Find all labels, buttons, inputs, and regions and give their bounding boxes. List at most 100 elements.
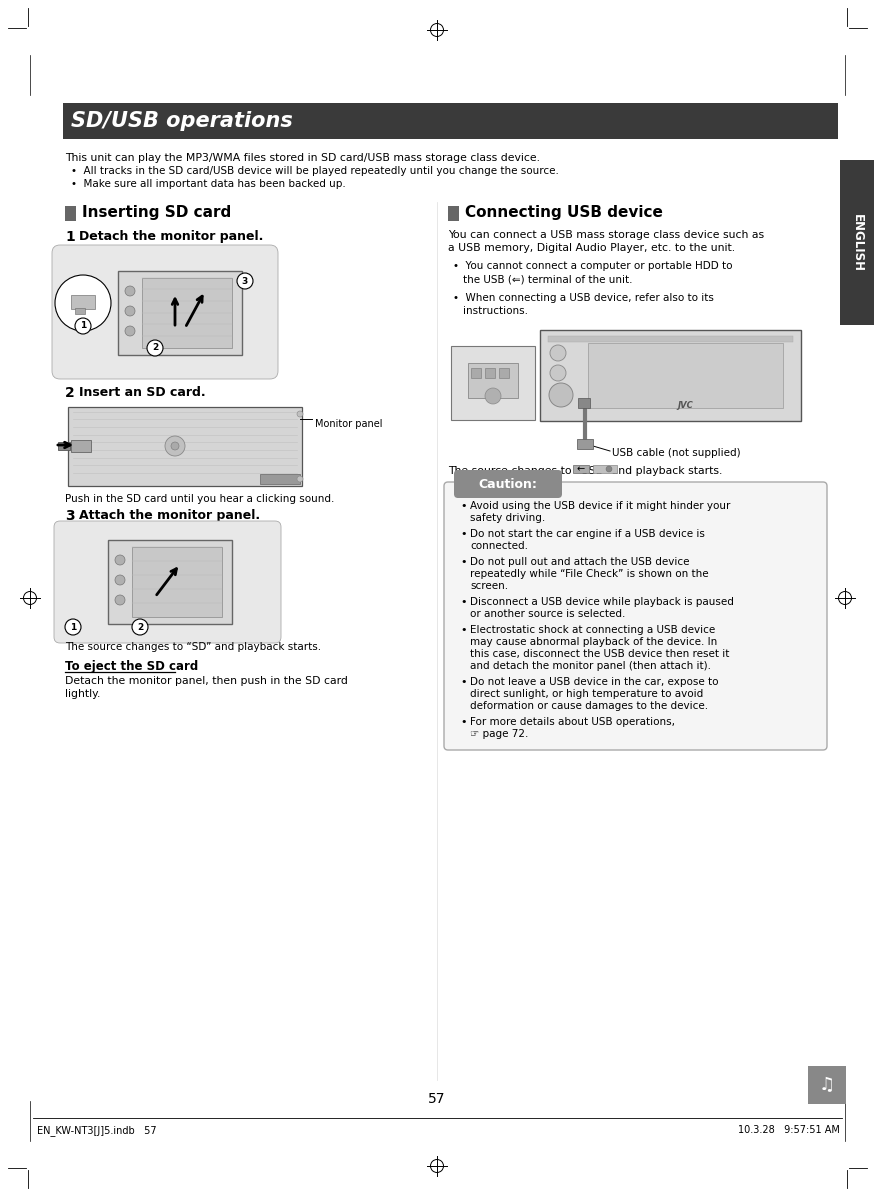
Text: •  You cannot connect a computer or portable HDD to: • You cannot connect a computer or porta… (453, 261, 732, 271)
Bar (471, 368, 481, 378)
Text: 3: 3 (242, 276, 248, 286)
Text: Do not start the car engine if a USB device is: Do not start the car engine if a USB dev… (470, 529, 705, 539)
Text: SD/USB operations: SD/USB operations (71, 111, 293, 132)
Text: Do not pull out and attach the USB device: Do not pull out and attach the USB devic… (470, 557, 690, 567)
Text: Avoid using the USB device if it might hinder your: Avoid using the USB device if it might h… (470, 501, 731, 511)
Circle shape (132, 620, 148, 635)
Text: 2: 2 (136, 622, 144, 631)
Text: ←: ← (577, 464, 585, 474)
Bar (63, 103, 838, 139)
FancyBboxPatch shape (108, 541, 232, 624)
Text: •: • (460, 501, 466, 511)
Bar (578, 398, 590, 408)
FancyBboxPatch shape (451, 346, 535, 420)
Circle shape (549, 383, 573, 407)
Bar (58, 443, 70, 450)
Text: Push in the SD card until you hear a clicking sound.: Push in the SD card until you hear a cli… (65, 494, 334, 504)
Text: this case, disconnect the USB device then reset it: this case, disconnect the USB device the… (470, 649, 730, 659)
Text: To eject the SD card: To eject the SD card (65, 660, 199, 673)
Bar (468, 364, 518, 398)
Bar (132, 547, 222, 617)
Bar (142, 277, 232, 348)
Text: lightly.: lightly. (65, 689, 101, 698)
Text: the USB (⇐) terminal of the unit.: the USB (⇐) terminal of the unit. (463, 274, 633, 283)
Text: USB cable (not supplied): USB cable (not supplied) (612, 448, 740, 458)
FancyBboxPatch shape (118, 271, 242, 355)
Text: JVC: JVC (677, 402, 693, 410)
Text: screen.: screen. (470, 581, 508, 591)
FancyBboxPatch shape (54, 521, 281, 643)
Text: Disconnect a USB device while playback is paused: Disconnect a USB device while playback i… (470, 597, 734, 608)
Text: 1: 1 (70, 622, 76, 631)
Text: •: • (460, 677, 466, 687)
Circle shape (237, 273, 253, 289)
Text: 1: 1 (65, 230, 74, 244)
Text: 1: 1 (80, 322, 86, 330)
FancyBboxPatch shape (68, 407, 302, 486)
Text: For more details about USB operations,: For more details about USB operations, (470, 716, 675, 727)
Bar (260, 474, 300, 484)
Text: a USB memory, Digital Audio Player, etc. to the unit.: a USB memory, Digital Audio Player, etc.… (448, 243, 735, 254)
Text: The source changes to “SD” and playback starts.: The source changes to “SD” and playback … (65, 642, 321, 652)
Bar (448, 206, 459, 221)
Text: 2: 2 (65, 386, 74, 399)
Bar (485, 368, 495, 378)
Text: You can connect a USB mass storage class device such as: You can connect a USB mass storage class… (448, 230, 764, 240)
Circle shape (115, 594, 125, 605)
Bar (65, 206, 76, 221)
Text: repeatedly while “File Check” is shown on the: repeatedly while “File Check” is shown o… (470, 569, 709, 579)
Text: Monitor panel: Monitor panel (315, 419, 382, 429)
FancyBboxPatch shape (52, 245, 278, 379)
Bar (573, 465, 589, 472)
Text: Insert an SD card.: Insert an SD card. (79, 386, 206, 399)
Text: Electrostatic shock at connecting a USB device: Electrostatic shock at connecting a USB … (470, 626, 715, 635)
Text: safety driving.: safety driving. (470, 513, 545, 523)
Text: Connecting USB device: Connecting USB device (465, 205, 663, 220)
Circle shape (550, 344, 566, 361)
Text: or another source is selected.: or another source is selected. (470, 609, 626, 620)
Text: and detach the monitor panel (then attach it).: and detach the monitor panel (then attac… (470, 661, 711, 671)
Circle shape (606, 466, 612, 472)
Bar (808, 1066, 846, 1104)
Bar (593, 465, 617, 472)
Text: Caution:: Caution: (479, 477, 537, 490)
Text: •: • (460, 626, 466, 635)
FancyBboxPatch shape (444, 482, 827, 750)
Bar (577, 439, 593, 448)
Text: Attach the monitor panel.: Attach the monitor panel. (79, 509, 260, 521)
FancyBboxPatch shape (540, 330, 801, 421)
Bar (588, 343, 783, 408)
Text: This unit can play the MP3/WMA files stored in SD card/USB mass storage class de: This unit can play the MP3/WMA files sto… (65, 153, 540, 163)
Text: ♫: ♫ (819, 1076, 835, 1094)
Bar (71, 440, 91, 452)
Text: instructions.: instructions. (463, 306, 528, 316)
Text: ☞ page 72.: ☞ page 72. (470, 730, 528, 739)
Text: •: • (460, 716, 466, 727)
Text: deformation or cause damages to the device.: deformation or cause damages to the devi… (470, 701, 708, 710)
Text: Inserting SD card: Inserting SD card (82, 205, 231, 220)
Bar (840, 160, 874, 325)
FancyBboxPatch shape (454, 470, 562, 498)
Text: •: • (460, 597, 466, 608)
Circle shape (115, 555, 125, 565)
Text: •: • (460, 529, 466, 539)
Text: ENGLISH: ENGLISH (850, 214, 864, 271)
Circle shape (55, 275, 111, 331)
Circle shape (171, 443, 179, 450)
Bar (75, 309, 85, 315)
Text: •  When connecting a USB device, refer also to its: • When connecting a USB device, refer al… (453, 293, 714, 303)
Text: 10.3.28   9:57:51 AM: 10.3.28 9:57:51 AM (738, 1125, 840, 1135)
Circle shape (125, 327, 135, 336)
Text: 57: 57 (428, 1092, 445, 1106)
Text: 3: 3 (65, 509, 74, 523)
Circle shape (550, 385, 566, 401)
Text: Do not leave a USB device in the car, expose to: Do not leave a USB device in the car, ex… (470, 677, 718, 687)
Bar (548, 336, 793, 342)
Circle shape (297, 411, 303, 417)
Text: •  Make sure all important data has been backed up.: • Make sure all important data has been … (71, 179, 346, 189)
Circle shape (125, 306, 135, 316)
Text: 2: 2 (152, 343, 158, 353)
Circle shape (297, 476, 303, 482)
Text: The source changes to “USB” and playback starts.: The source changes to “USB” and playback… (448, 466, 723, 476)
Circle shape (550, 365, 566, 382)
